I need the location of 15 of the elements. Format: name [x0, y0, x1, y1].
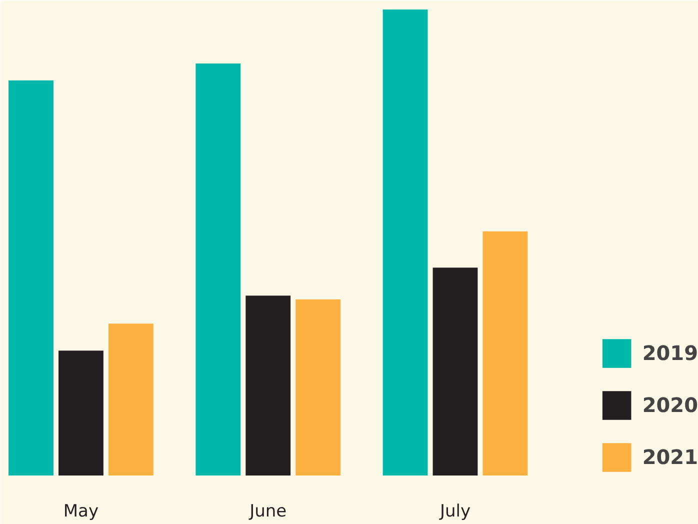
bar: [196, 64, 241, 476]
legend-label: 2021: [642, 444, 698, 471]
legend-label: 2019: [642, 340, 698, 367]
bar: [482, 231, 528, 476]
bar: [8, 80, 54, 476]
bar: [432, 268, 478, 476]
bar: [108, 324, 154, 476]
x-tick-label: May: [63, 502, 99, 522]
bar: [296, 299, 341, 476]
x-tick-label: July: [438, 502, 471, 522]
legend-label: 2020: [642, 392, 698, 419]
x-tick-label: June: [248, 502, 287, 522]
bar: [246, 296, 291, 476]
bar: [382, 10, 428, 476]
bar: [58, 350, 104, 476]
